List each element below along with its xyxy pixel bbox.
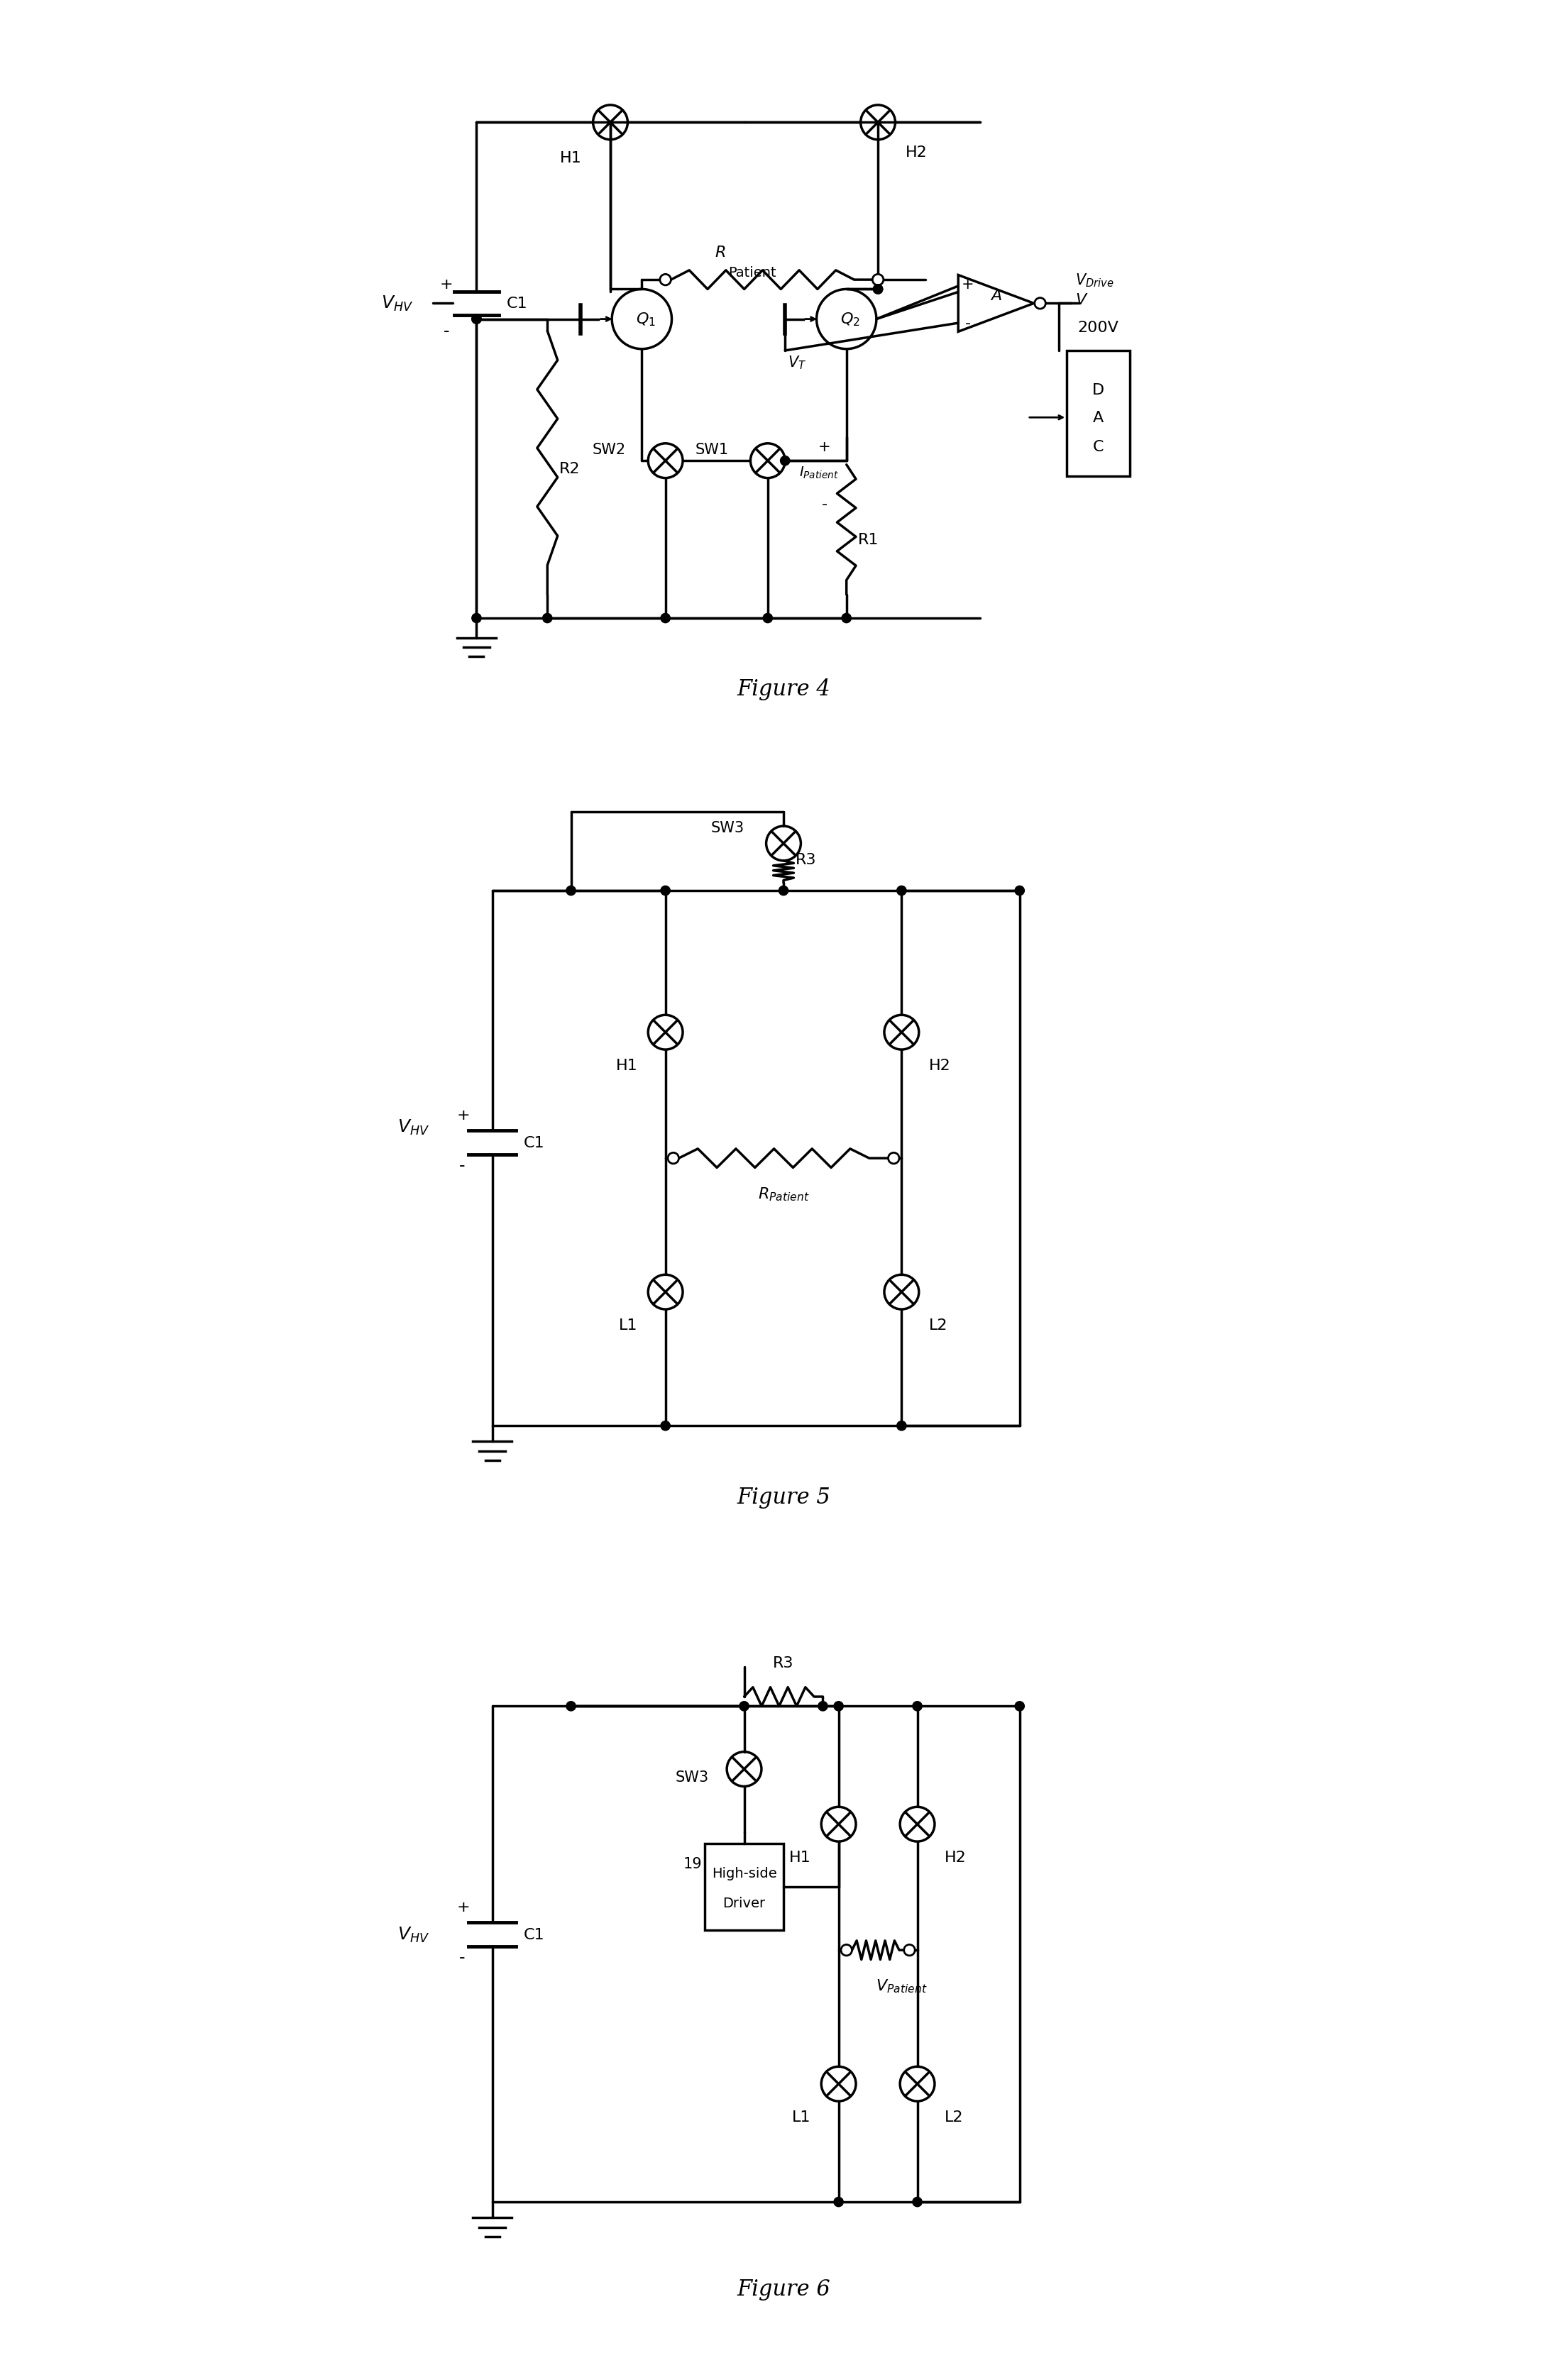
Circle shape [873, 286, 882, 295]
Text: C: C [1092, 440, 1103, 455]
Text: R2: R2 [559, 462, 580, 476]
Text: H2: H2 [929, 1059, 951, 1073]
Circle shape [873, 286, 882, 295]
Text: -: - [443, 324, 450, 340]
Text: $Q_2$: $Q_2$ [840, 312, 860, 328]
Circle shape [1034, 298, 1045, 309]
Circle shape [763, 614, 773, 624]
Circle shape [1015, 1702, 1025, 1711]
Text: Figure 6: Figure 6 [736, 2278, 831, 2299]
Circle shape [896, 1421, 906, 1430]
Text: Figure 4: Figure 4 [736, 678, 831, 700]
Text: $V_{HV}$: $V_{HV}$ [396, 1925, 429, 1944]
Text: L2: L2 [929, 1319, 948, 1333]
Text: SW3: SW3 [711, 821, 744, 835]
Text: $V_{Patient}$: $V_{Patient}$ [876, 1978, 928, 1994]
Text: $V_{HV}$: $V_{HV}$ [381, 295, 414, 314]
Circle shape [780, 457, 790, 466]
Text: D: D [1092, 383, 1105, 397]
Circle shape [668, 1152, 679, 1164]
Circle shape [912, 2197, 921, 2206]
Text: -: - [459, 1949, 465, 1966]
Circle shape [834, 1702, 843, 1711]
Circle shape [818, 1702, 827, 1711]
Text: V: V [1075, 293, 1086, 307]
Circle shape [904, 1944, 915, 1956]
Text: A: A [1092, 412, 1103, 426]
Text: SW1: SW1 [694, 443, 729, 457]
Circle shape [912, 1702, 921, 1711]
Text: C1: C1 [523, 1135, 545, 1150]
Text: L1: L1 [793, 2111, 812, 2123]
Text: -: - [965, 317, 970, 331]
Text: H1: H1 [790, 1849, 812, 1864]
Text: -: - [821, 497, 827, 512]
Circle shape [566, 1702, 575, 1711]
Circle shape [873, 274, 884, 286]
Text: Patient: Patient [729, 267, 776, 278]
Text: Driver: Driver [722, 1897, 766, 1909]
Text: H2: H2 [945, 1849, 967, 1864]
Text: C1: C1 [523, 1928, 545, 1942]
Circle shape [779, 885, 788, 895]
Text: $V_{Drive}$: $V_{Drive}$ [1075, 271, 1114, 288]
Circle shape [841, 614, 851, 624]
Text: -: - [459, 1157, 465, 1173]
Circle shape [472, 614, 481, 624]
Text: A: A [990, 288, 1001, 302]
Circle shape [472, 314, 481, 324]
Text: SW3: SW3 [675, 1771, 708, 1785]
Text: High-side: High-side [711, 1866, 777, 1880]
Text: H2: H2 [906, 145, 928, 159]
Bar [705, 1844, 784, 1930]
Circle shape [888, 1152, 899, 1164]
Text: $Q_1$: $Q_1$ [636, 312, 655, 328]
Circle shape [661, 885, 671, 895]
Text: +: + [440, 276, 453, 290]
Text: $R_{Patient}$: $R_{Patient}$ [758, 1185, 809, 1202]
Circle shape [896, 885, 906, 895]
Text: $I_{Patient}$: $I_{Patient}$ [799, 466, 840, 481]
Circle shape [740, 1702, 749, 1711]
Text: R3: R3 [796, 852, 816, 866]
Circle shape [660, 274, 671, 286]
Text: +: + [458, 1107, 470, 1121]
Circle shape [566, 885, 575, 895]
Text: L2: L2 [945, 2111, 964, 2123]
Text: L1: L1 [619, 1319, 638, 1333]
Circle shape [661, 614, 671, 624]
Text: SW2: SW2 [592, 443, 627, 457]
Circle shape [834, 2197, 843, 2206]
Circle shape [472, 314, 481, 324]
Text: 200V: 200V [1078, 321, 1119, 336]
Text: +: + [818, 440, 831, 455]
Text: R: R [715, 245, 726, 259]
Circle shape [1015, 885, 1025, 895]
Text: H1: H1 [559, 152, 581, 167]
Circle shape [661, 1421, 671, 1430]
Circle shape [542, 614, 552, 624]
Text: R1: R1 [859, 533, 879, 547]
Circle shape [841, 1944, 852, 1956]
Bar [1067, 352, 1130, 476]
Text: +: + [962, 276, 975, 290]
Text: $V_{HV}$: $V_{HV}$ [396, 1119, 429, 1135]
Text: 19: 19 [683, 1856, 702, 1871]
Text: +: + [458, 1899, 470, 1914]
Text: H1: H1 [616, 1059, 638, 1073]
Text: R3: R3 [773, 1656, 794, 1671]
Text: Figure 5: Figure 5 [736, 1485, 831, 1509]
Text: C1: C1 [506, 298, 528, 312]
Text: $V_T$: $V_T$ [788, 355, 805, 371]
